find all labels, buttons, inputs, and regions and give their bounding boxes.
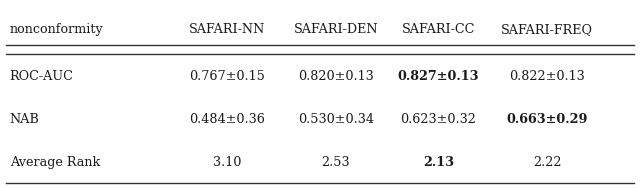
Text: 0.484±0.36: 0.484±0.36: [189, 113, 265, 126]
Text: 0.663±0.29: 0.663±0.29: [506, 113, 588, 126]
Text: 0.820±0.13: 0.820±0.13: [298, 70, 374, 83]
Text: 0.767±0.15: 0.767±0.15: [189, 70, 265, 83]
Text: Average Rank: Average Rank: [10, 156, 100, 169]
Text: 2.13: 2.13: [423, 156, 454, 169]
Text: 2.22: 2.22: [533, 156, 561, 169]
Text: 3.10: 3.10: [213, 156, 241, 169]
Text: ROC-AUC: ROC-AUC: [10, 70, 74, 83]
Text: 2.53: 2.53: [322, 156, 350, 169]
Text: 0.623±0.32: 0.623±0.32: [401, 113, 476, 126]
Text: nonconformity: nonconformity: [10, 23, 103, 36]
Text: NAB: NAB: [10, 113, 39, 126]
Text: SAFARI-CC: SAFARI-CC: [402, 23, 475, 36]
Text: 0.827±0.13: 0.827±0.13: [397, 70, 479, 83]
Text: SAFARI-FREQ: SAFARI-FREQ: [501, 23, 593, 36]
Text: 0.822±0.13: 0.822±0.13: [509, 70, 585, 83]
Text: 0.530±0.34: 0.530±0.34: [298, 113, 374, 126]
Text: SAFARI-NN: SAFARI-NN: [189, 23, 266, 36]
Text: SAFARI-DEN: SAFARI-DEN: [294, 23, 378, 36]
